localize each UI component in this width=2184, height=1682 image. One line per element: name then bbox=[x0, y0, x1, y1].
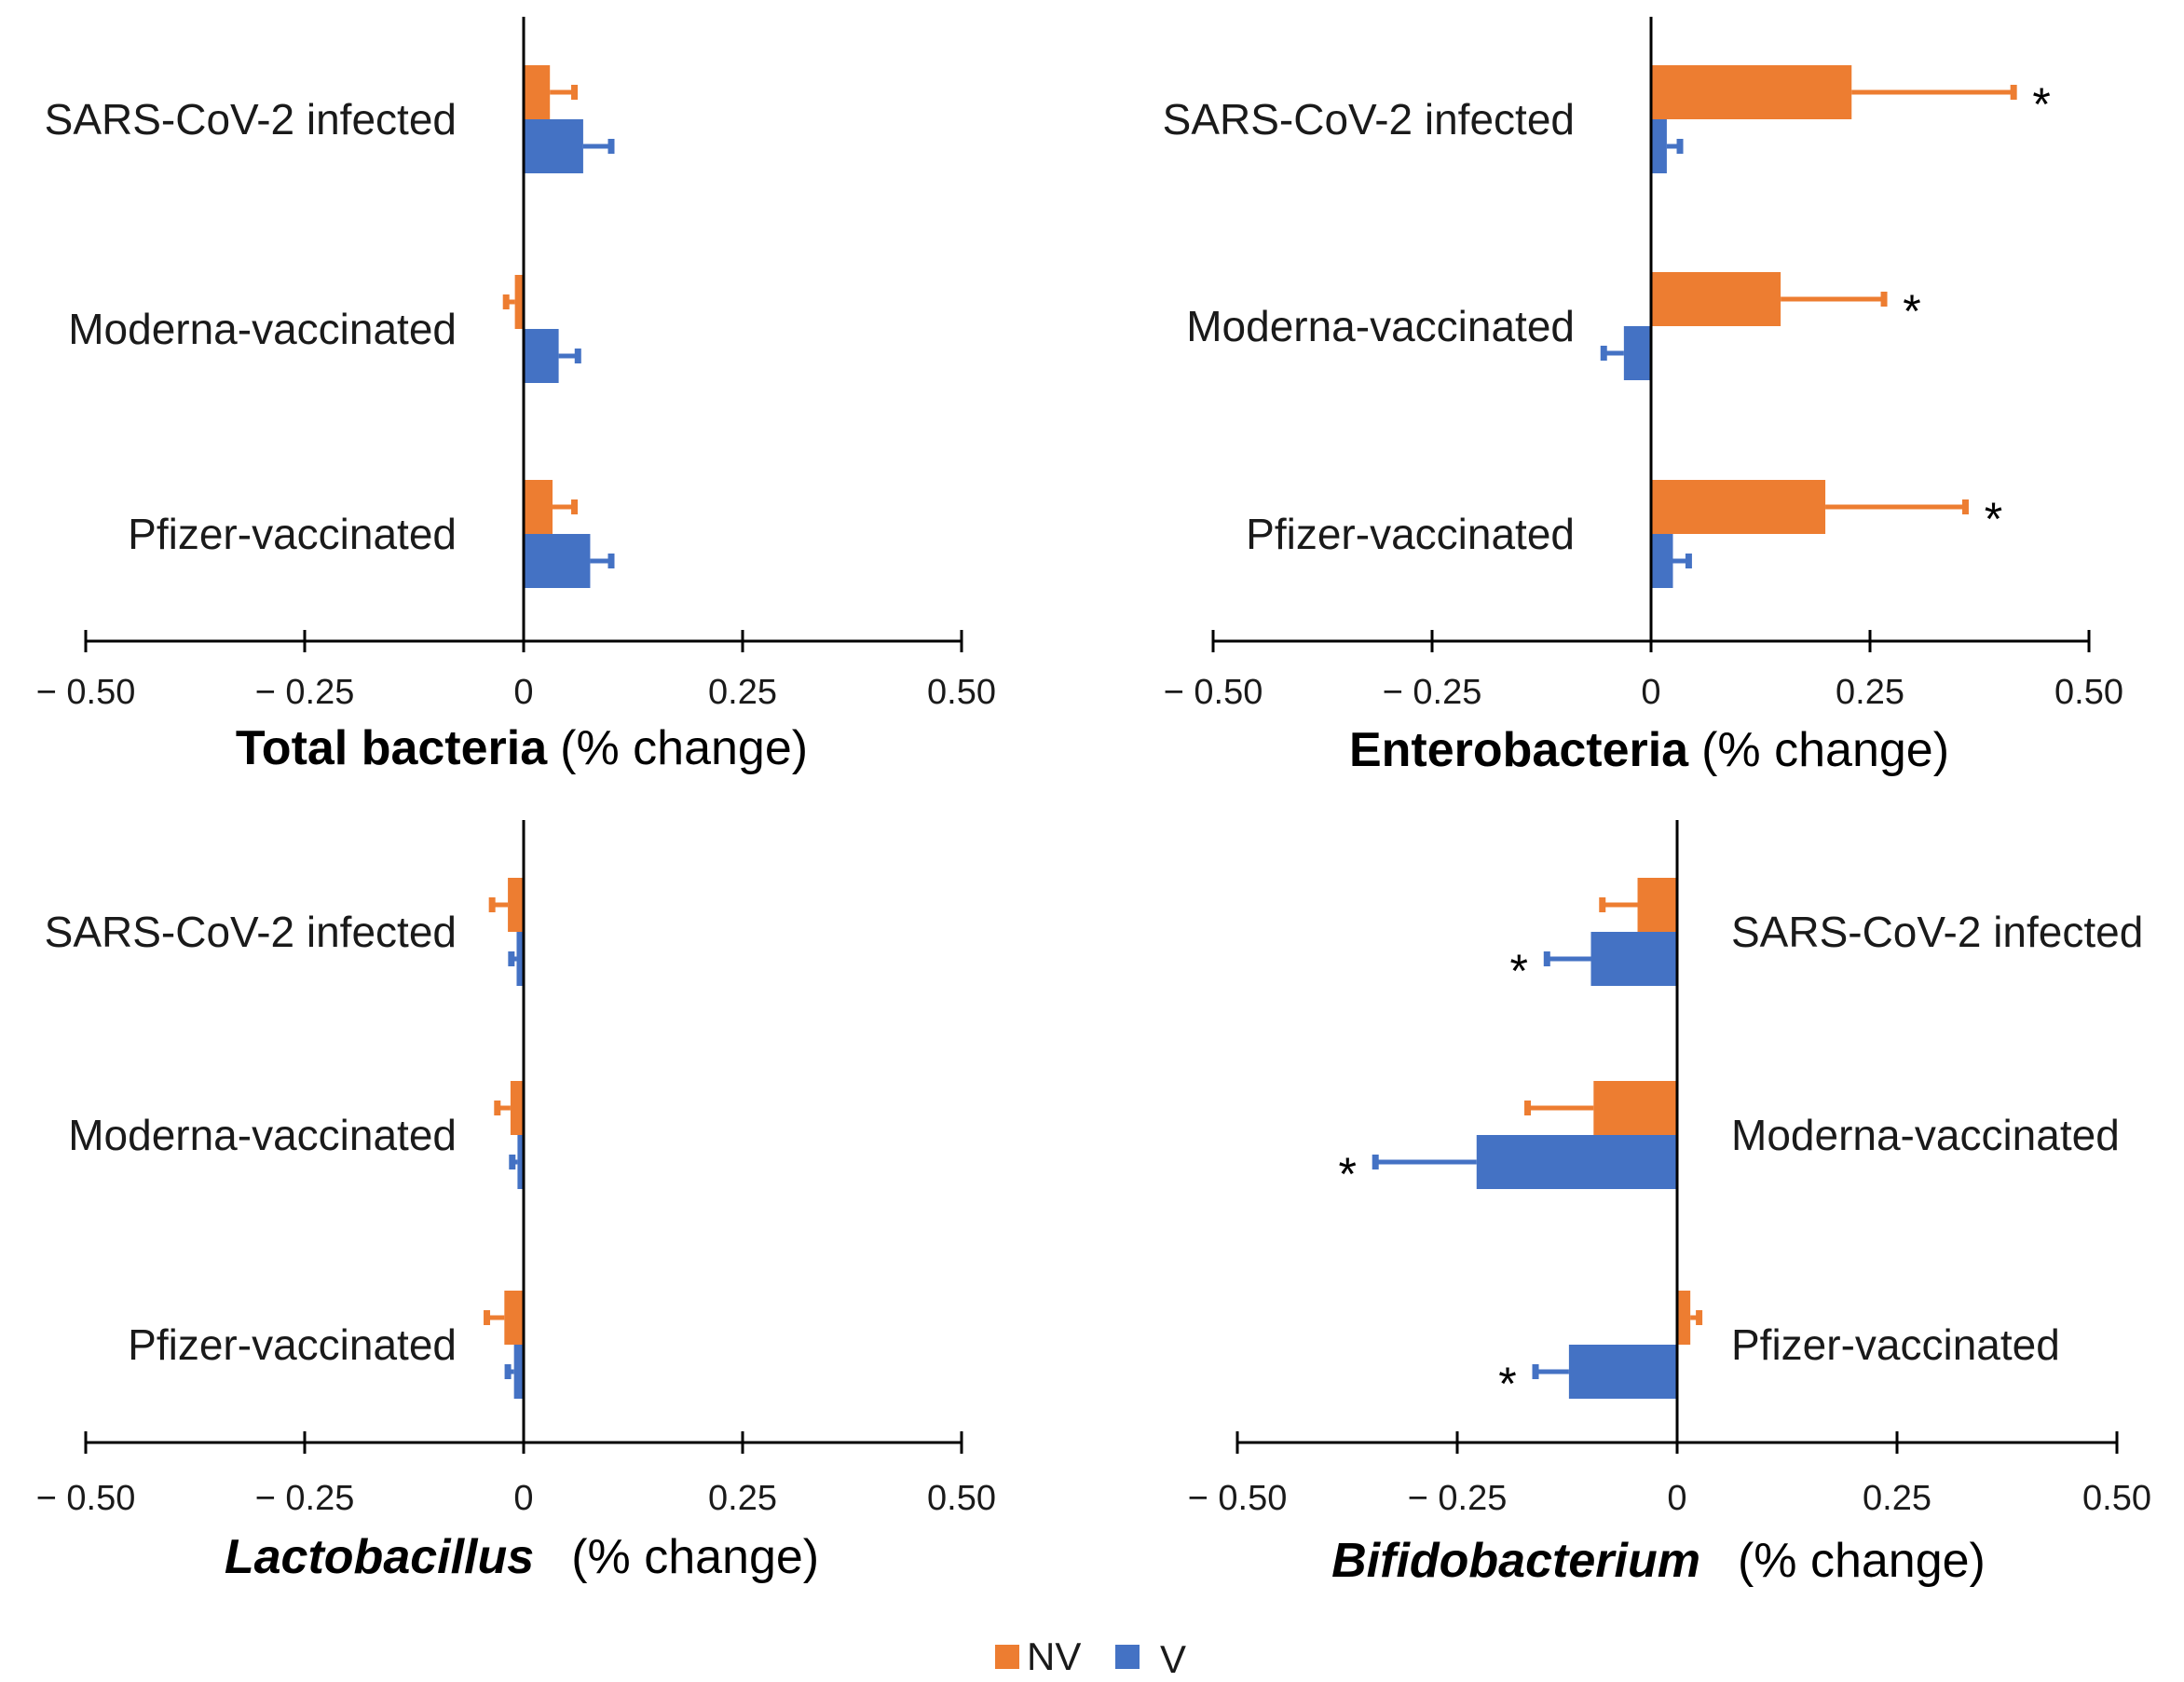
axis-title: Lactobacillus (% change) bbox=[225, 1530, 819, 1584]
significance-star: * bbox=[1338, 1148, 1356, 1200]
category-label: Pfizer-vaccinated bbox=[1246, 510, 1575, 558]
significance-star: * bbox=[1498, 1358, 1516, 1410]
significance-star: * bbox=[1985, 493, 2002, 545]
bar-nv-2 bbox=[514, 275, 524, 329]
significance-star: * bbox=[1903, 285, 1920, 337]
bar-nv-2 bbox=[510, 1081, 524, 1135]
x-tick-label: 0 bbox=[513, 1479, 533, 1518]
category-label: SARS-CoV-2 infected bbox=[1163, 95, 1575, 144]
significance-star: * bbox=[2032, 78, 2050, 130]
category-label: Moderna-vaccinated bbox=[1186, 302, 1575, 350]
x-tick-label: 0 bbox=[1667, 1479, 1686, 1518]
x-tick-label: − 0.50 bbox=[1164, 673, 1263, 712]
chart-panel-4: * SARS-CoV-2 infected * Moderna-vaccinated *… bbox=[1188, 820, 2151, 1588]
bar-nv-3 bbox=[504, 1291, 524, 1345]
axis-title-taxon: Enterobacteria bbox=[1349, 723, 1689, 777]
chart-panel-2: * SARS-CoV-2 infected * Moderna-vaccinated *… bbox=[1163, 17, 2123, 777]
category-label: SARS-CoV-2 infected bbox=[1731, 908, 2143, 956]
axis-title: Total bacteria (% change) bbox=[236, 721, 808, 775]
bar-v-2 bbox=[524, 329, 559, 383]
bar-nv-2 bbox=[1593, 1081, 1677, 1135]
category-label: Pfizer-vaccinated bbox=[128, 1320, 457, 1369]
category-label: Moderna-vaccinated bbox=[1731, 1111, 2120, 1159]
axis-title-taxon: Lactobacillus bbox=[225, 1530, 534, 1584]
bar-v-1 bbox=[1651, 119, 1667, 173]
category-label: SARS-CoV-2 infected bbox=[45, 95, 457, 144]
axis-title-unit: (% change) bbox=[560, 721, 808, 775]
x-tick-label: − 0.50 bbox=[36, 1479, 136, 1518]
bar-nv-1 bbox=[508, 878, 524, 932]
x-tick-label: − 0.50 bbox=[1188, 1479, 1288, 1518]
legend-label-nv: NV bbox=[1027, 1634, 1081, 1678]
axis-title: Enterobacteria (% change) bbox=[1349, 723, 1949, 777]
bar-v-3 bbox=[1568, 1345, 1677, 1399]
chart-panel-1: SARS-CoV-2 infected Moderna-vaccinated Pfi… bbox=[36, 17, 996, 775]
bar-v-3 bbox=[1651, 534, 1673, 588]
bar-v-1 bbox=[524, 119, 583, 173]
bar-v-3 bbox=[524, 534, 591, 588]
x-tick-label: 0.25 bbox=[708, 673, 777, 712]
x-tick-label: − 0.25 bbox=[1408, 1479, 1508, 1518]
legend: NV V bbox=[995, 1634, 1186, 1681]
x-tick-label: − 0.50 bbox=[36, 673, 136, 712]
bar-nv-1 bbox=[1651, 65, 1852, 119]
x-tick-label: 0.50 bbox=[927, 673, 996, 712]
x-tick-label: 0.25 bbox=[1836, 673, 1904, 712]
bar-nv-1 bbox=[1637, 878, 1677, 932]
axis-title-unit: (% change) bbox=[1738, 1534, 1986, 1588]
bar-nv-3 bbox=[524, 480, 553, 534]
category-label: Pfizer-vaccinated bbox=[1731, 1320, 2060, 1369]
bar-v-1 bbox=[516, 932, 524, 986]
x-tick-label: 0.50 bbox=[927, 1479, 996, 1518]
category-label: SARS-CoV-2 infected bbox=[45, 908, 457, 956]
x-tick-label: 0 bbox=[513, 673, 533, 712]
bar-v-2 bbox=[1476, 1135, 1677, 1189]
legend-swatch-nv bbox=[995, 1645, 1019, 1669]
axis-title-unit: (% change) bbox=[1701, 723, 1949, 777]
x-tick-label: 0.25 bbox=[708, 1479, 777, 1518]
axis-title-taxon: Total bacteria bbox=[236, 721, 548, 775]
bar-v-3 bbox=[513, 1345, 524, 1399]
bar-nv-3 bbox=[1651, 480, 1826, 534]
x-tick-label: 0.50 bbox=[2082, 1479, 2151, 1518]
x-tick-label: − 0.25 bbox=[255, 673, 355, 712]
significance-star: * bbox=[1510, 945, 1528, 997]
bar-v-1 bbox=[1590, 932, 1677, 986]
bar-nv-1 bbox=[524, 65, 551, 119]
bar-v-2 bbox=[1623, 326, 1651, 380]
x-tick-label: − 0.25 bbox=[1383, 673, 1482, 712]
x-tick-label: − 0.25 bbox=[255, 1479, 355, 1518]
axis-title: Bifidobacterium (% change) bbox=[1331, 1534, 1986, 1588]
chart-panel-3: SARS-CoV-2 infected Moderna-vaccinated Pfi… bbox=[36, 820, 996, 1584]
legend-swatch-v bbox=[1115, 1645, 1140, 1669]
x-tick-label: 0 bbox=[1641, 673, 1660, 712]
bar-nv-3 bbox=[1677, 1291, 1691, 1345]
category-label: Moderna-vaccinated bbox=[68, 305, 457, 353]
category-label: Moderna-vaccinated bbox=[68, 1111, 457, 1159]
legend-label-v: V bbox=[1160, 1637, 1186, 1681]
bar-nv-2 bbox=[1651, 272, 1781, 326]
x-tick-label: 0.25 bbox=[1863, 1479, 1931, 1518]
category-label: Pfizer-vaccinated bbox=[128, 510, 457, 558]
bar-v-2 bbox=[517, 1135, 524, 1189]
axis-title-taxon: Bifidobacterium bbox=[1331, 1534, 1700, 1588]
axis-title-unit: (% change) bbox=[571, 1530, 819, 1584]
x-tick-label: 0.50 bbox=[2054, 673, 2123, 712]
